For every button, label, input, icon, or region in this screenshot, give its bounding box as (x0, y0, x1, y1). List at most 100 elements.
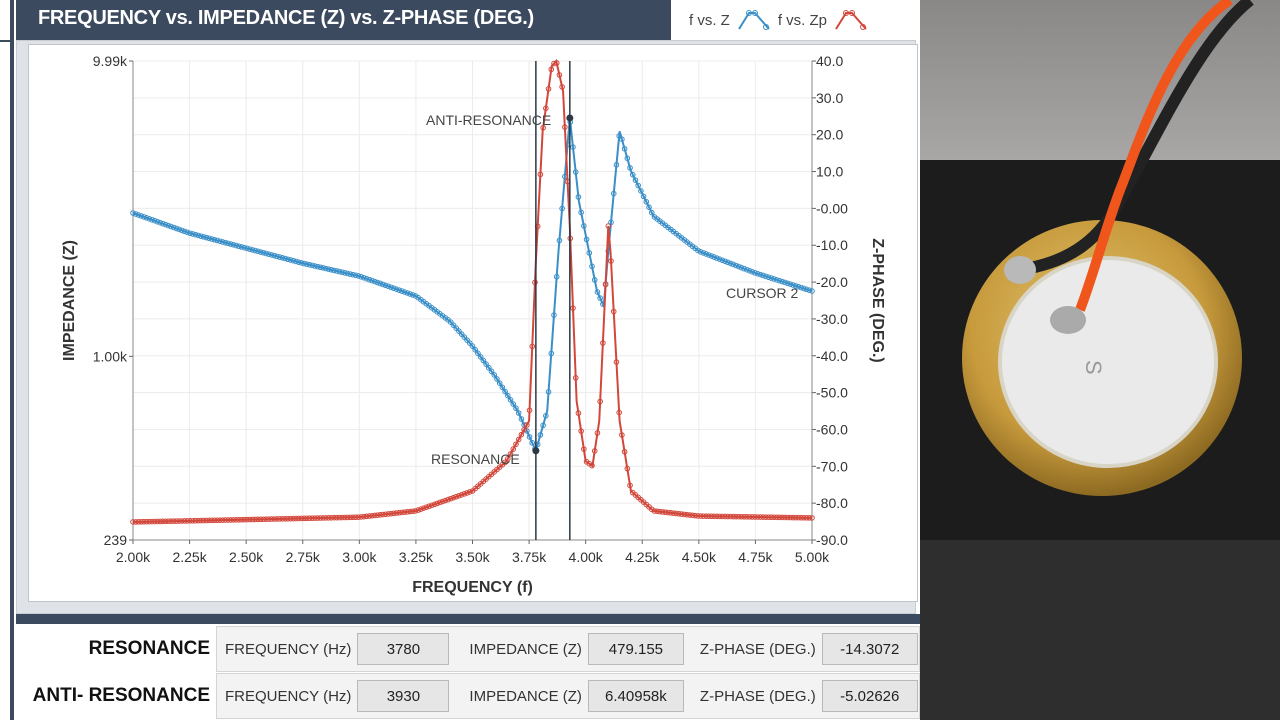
series-marker-0 (396, 287, 402, 293)
series-marker-1 (157, 518, 163, 525)
x-tick-label: 4.25k (625, 549, 660, 565)
series-marker-0 (263, 250, 269, 257)
series-marker-1 (371, 512, 378, 519)
series-marker-0 (320, 265, 326, 271)
series-marker-0 (556, 237, 563, 244)
series-marker-1 (513, 441, 519, 448)
series-marker-0 (301, 260, 307, 267)
series-marker-1 (757, 514, 764, 520)
series-marker-1 (347, 514, 354, 521)
series-marker-1 (208, 517, 215, 524)
series-marker-1 (662, 509, 669, 516)
series-marker-1 (236, 516, 242, 523)
series-marker-1 (551, 60, 557, 67)
series-marker-0 (705, 252, 712, 258)
series-marker-0 (464, 337, 470, 343)
series-marker-1 (456, 492, 462, 499)
series-marker-0 (404, 290, 411, 296)
y2-tick-label: -20.0 (816, 274, 848, 290)
series-marker-1 (809, 515, 815, 521)
series-marker-0 (784, 280, 791, 287)
series-marker-0 (708, 253, 715, 259)
series-marker-1 (741, 513, 747, 520)
series-marker-0 (388, 284, 394, 291)
series-marker-1 (230, 517, 237, 523)
series-marker-0 (382, 282, 389, 289)
series-marker-1 (217, 517, 223, 523)
series-marker-1 (665, 509, 671, 516)
series-marker-1 (532, 279, 538, 286)
y2-axis-title: Z-PHASE (DEG.) (869, 238, 886, 362)
series-marker-0 (380, 281, 386, 288)
chart-area[interactable]: 2.00k 2.25k 2.50k 2.75k 3.00k 3.25k 3.50k 3.75k… (28, 44, 918, 602)
anti-resonance-impedance-field[interactable]: 6.40958k (587, 680, 684, 712)
series-marker-0 (290, 257, 297, 264)
series-marker-1 (798, 514, 804, 521)
analyzer-panel: FREQUENCY vs. IMPEDANCE (Z) vs. Z-PHASE … (0, 0, 920, 720)
y2-tick-label: -40.0 (816, 348, 848, 364)
series-marker-1 (521, 427, 527, 433)
series-marker-0 (638, 188, 644, 194)
series-marker-1 (782, 514, 788, 521)
series-marker-1 (505, 455, 511, 462)
series-marker-1 (703, 513, 709, 519)
series-marker-1 (589, 462, 595, 469)
series-marker-0 (130, 210, 136, 216)
series-marker-1 (352, 514, 359, 521)
series-marker-1 (146, 518, 153, 525)
impedance-label: IMPEDANCE (Z) (469, 640, 582, 658)
series-marker-1 (276, 516, 283, 522)
x-tick-label: 4.50k (682, 549, 717, 565)
series-marker-0 (276, 254, 283, 260)
series-marker-1 (714, 513, 720, 520)
series-marker-1 (450, 494, 457, 501)
resonance-impedance-field[interactable]: 479.155 (587, 633, 684, 665)
series-marker-1 (670, 510, 677, 516)
series-marker-0 (238, 244, 245, 250)
resonance-phase-field[interactable]: -14.3072 (821, 633, 918, 665)
anti-resonance-frequency-field[interactable]: 3930 (357, 680, 450, 712)
series-marker-1 (366, 513, 373, 519)
y2-tick-label: 40.0 (816, 53, 843, 69)
series-marker-1 (548, 66, 555, 73)
series-marker-0 (475, 350, 481, 357)
series-marker-0 (141, 214, 147, 220)
series-marker-0 (168, 223, 174, 230)
series-marker-0 (716, 256, 723, 262)
series-marker-0 (230, 242, 237, 248)
series-marker-0 (494, 376, 500, 382)
series-marker-1 (192, 517, 199, 524)
series-marker-0 (461, 334, 468, 340)
series-marker-0 (393, 286, 400, 292)
series-marker-0 (214, 237, 220, 244)
series-marker-1 (779, 514, 785, 521)
cursor-label-anti-resonance: ANTI-RESONANCE (426, 112, 551, 128)
series-marker-0 (754, 270, 761, 277)
series-marker-0 (323, 265, 329, 272)
panel-border (10, 0, 14, 720)
resonance-frequency-field[interactable]: 3780 (357, 633, 450, 665)
series-marker-1 (195, 517, 201, 524)
series-marker-0 (187, 230, 193, 237)
series-marker-1 (203, 517, 210, 524)
frequency-label: FREQUENCY (Hz) (225, 687, 352, 705)
series-marker-1 (730, 513, 737, 520)
series-marker-1 (673, 510, 680, 517)
series-marker-0 (271, 252, 278, 259)
series-marker-0 (477, 354, 484, 360)
series-marker-1 (602, 281, 609, 288)
series-marker-0 (771, 276, 777, 282)
series-marker-1 (317, 515, 324, 521)
impedance-phase-chart[interactable]: 2.00k 2.25k 2.50k 2.75k 3.00k 3.25k 3.50k 3.75k… (29, 45, 919, 603)
series-marker-1 (298, 515, 305, 522)
series-marker-1 (401, 509, 408, 515)
chart-legend[interactable]: f vs. Z f vs. Zp (671, 0, 925, 40)
series-marker-0 (184, 229, 191, 236)
series-marker-0 (203, 234, 210, 241)
series-marker-0 (733, 262, 739, 269)
series-marker-1 (515, 436, 522, 443)
anti-resonance-phase-field[interactable]: -5.02626 (821, 680, 918, 712)
series-marker-0 (697, 249, 704, 255)
series-marker-1 (130, 519, 136, 525)
series-marker-0 (233, 242, 240, 249)
